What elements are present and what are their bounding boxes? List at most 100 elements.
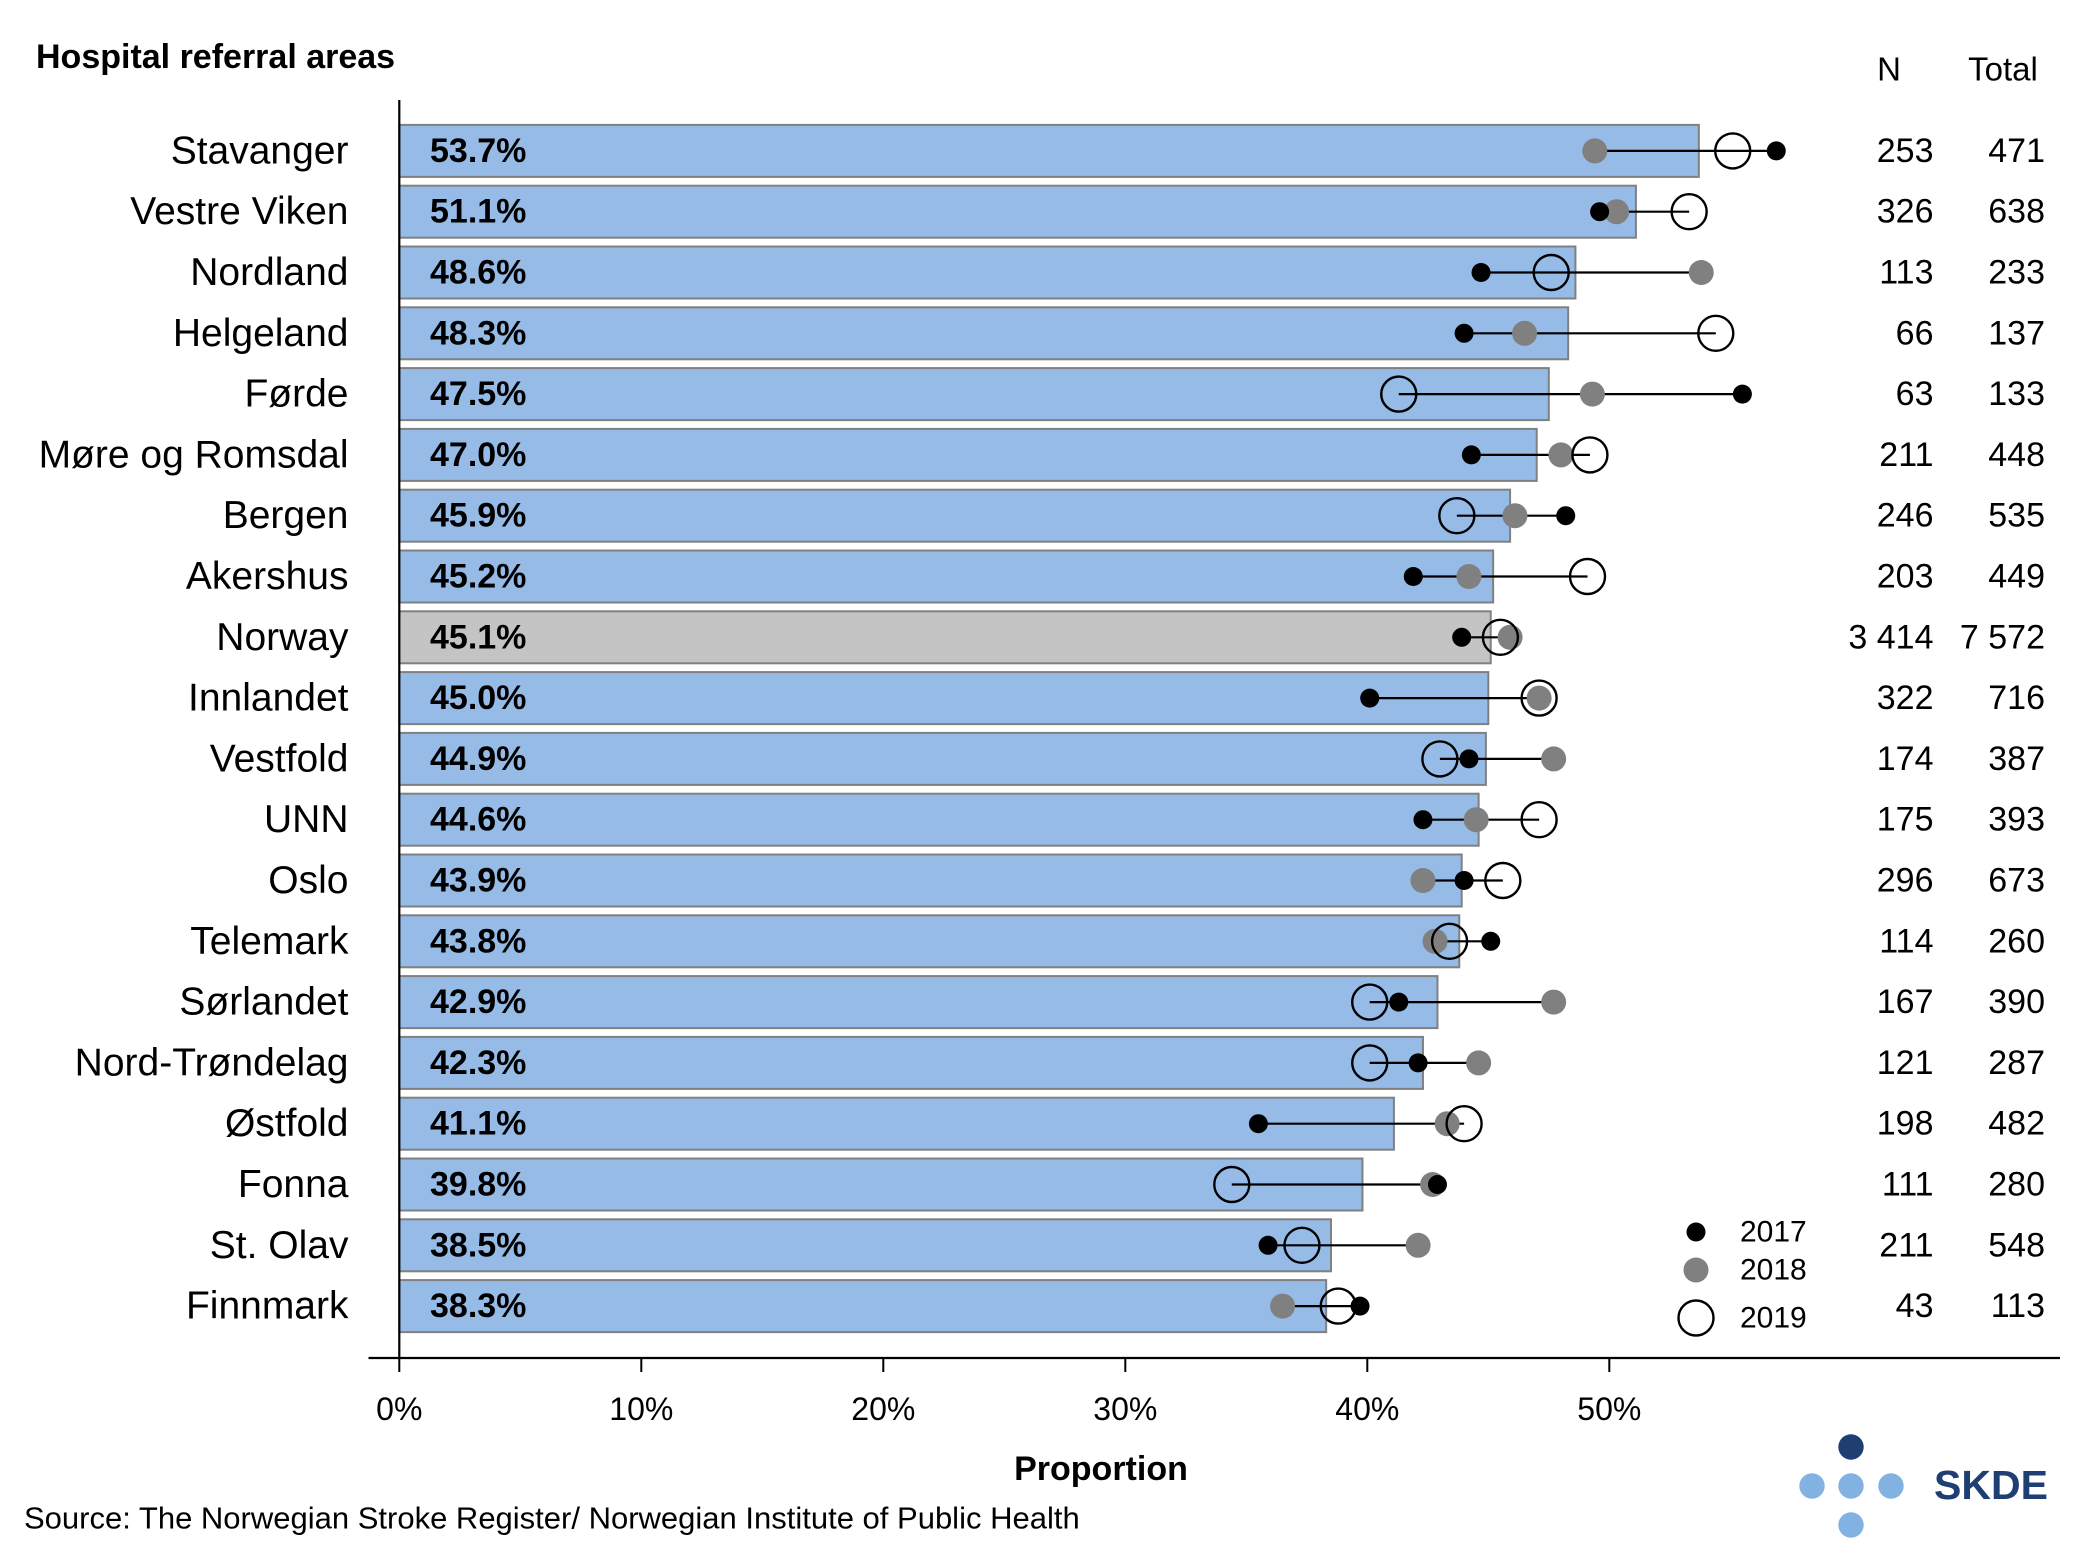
bar bbox=[398, 245, 1577, 300]
total-value: 137 bbox=[1988, 314, 2045, 352]
marker-2017 bbox=[1454, 871, 1474, 890]
n-value: 211 bbox=[1879, 1226, 1933, 1264]
value-label: 48.3% bbox=[430, 314, 526, 352]
category-label: UNN bbox=[264, 798, 349, 841]
marker-2018 bbox=[1582, 138, 1608, 164]
total-value: 287 bbox=[1988, 1044, 2045, 1082]
marker-2017 bbox=[1403, 567, 1423, 586]
total-value: 280 bbox=[1988, 1166, 2045, 1204]
bar bbox=[398, 975, 1439, 1030]
marker-2017 bbox=[1454, 323, 1474, 343]
marker-2018 bbox=[1604, 199, 1630, 225]
value-label: 48.6% bbox=[430, 254, 526, 292]
total-value: 113 bbox=[1991, 1287, 2045, 1325]
legend-label-2018: 2018 bbox=[1740, 1254, 1807, 1287]
total-value: 393 bbox=[1988, 801, 2045, 839]
legend-label-2019: 2019 bbox=[1740, 1302, 1807, 1335]
x-tick-label: 0% bbox=[376, 1391, 422, 1427]
marker-2017 bbox=[1408, 1053, 1428, 1073]
x-tick-label: 40% bbox=[1335, 1391, 1399, 1427]
marker-2019 bbox=[1438, 497, 1476, 535]
category-label: Telemark bbox=[190, 920, 349, 963]
n-value: 111 bbox=[1882, 1166, 1934, 1204]
category-label: Innlandet bbox=[188, 677, 349, 720]
category-label: Bergen bbox=[223, 494, 349, 537]
marker-2018 bbox=[1541, 989, 1567, 1015]
source-note: Source: The Norwegian Stroke Register/ N… bbox=[24, 1501, 1080, 1536]
marker-2017 bbox=[1590, 202, 1610, 222]
n-value: 253 bbox=[1877, 132, 1934, 170]
legend-marker-2019 bbox=[1677, 1299, 1715, 1337]
marker-2018 bbox=[1410, 868, 1436, 893]
n-value: 121 bbox=[1877, 1044, 1934, 1082]
x-tick-label: 10% bbox=[609, 1391, 673, 1427]
total-value: 548 bbox=[1988, 1226, 2045, 1264]
category-label: St. Olav bbox=[210, 1224, 349, 1267]
category-label: Møre og Romsdal bbox=[39, 433, 349, 476]
marker-2019 bbox=[1484, 861, 1522, 900]
marker-2019 bbox=[1520, 801, 1558, 839]
marker-2019 bbox=[1213, 1165, 1251, 1204]
marker-2018 bbox=[1466, 1050, 1492, 1076]
marker-2018 bbox=[1526, 685, 1552, 711]
logo-dot-top bbox=[1838, 1434, 1864, 1460]
marker-2019 bbox=[1380, 375, 1418, 413]
legend: 2017 2018 2019 bbox=[1677, 1216, 1807, 1337]
bar bbox=[398, 853, 1463, 908]
column-header-n: N bbox=[1877, 51, 1901, 88]
value-label: 45.2% bbox=[430, 558, 526, 596]
n-value: 114 bbox=[1879, 922, 1933, 960]
x-tick-label: 50% bbox=[1577, 1391, 1641, 1427]
marker-2018 bbox=[1688, 260, 1714, 285]
category-label: Finnmark bbox=[186, 1285, 349, 1328]
marker-2019 bbox=[1445, 1104, 1483, 1143]
bar bbox=[398, 1157, 1364, 1212]
bar bbox=[398, 1035, 1424, 1090]
marker-2018 bbox=[1579, 381, 1605, 407]
category-label: Helgeland bbox=[173, 312, 349, 355]
marker-2019 bbox=[1532, 253, 1570, 292]
marker-2019 bbox=[1697, 314, 1735, 352]
total-value: 673 bbox=[1988, 862, 2045, 900]
chart-title: Hospital referral areas bbox=[36, 38, 395, 76]
category-label: Sørlandet bbox=[179, 981, 348, 1024]
marker-2019 bbox=[1283, 1226, 1321, 1265]
legend-marker-2018 bbox=[1683, 1257, 1709, 1283]
marker-2019 bbox=[1520, 679, 1558, 717]
category-label: Østfold bbox=[225, 1102, 349, 1145]
n-value: 63 bbox=[1896, 375, 1934, 413]
category-label: Akershus bbox=[186, 555, 349, 598]
logo-dot-center bbox=[1838, 1473, 1864, 1499]
total-value: 471 bbox=[1988, 132, 2045, 170]
n-value: 43 bbox=[1896, 1287, 1934, 1325]
n-value: 175 bbox=[1877, 801, 1934, 839]
value-label: 51.1% bbox=[430, 193, 526, 231]
marker-2019 bbox=[1714, 132, 1752, 170]
total-value: 133 bbox=[1988, 375, 2045, 413]
bar bbox=[398, 914, 1461, 969]
n-value: 322 bbox=[1877, 679, 1934, 717]
value-label: 43.9% bbox=[430, 862, 526, 900]
category-label: Nordland bbox=[190, 251, 348, 294]
total-value: 387 bbox=[1988, 740, 2045, 778]
total-value: 260 bbox=[1988, 922, 2045, 960]
n-value: 246 bbox=[1877, 497, 1934, 535]
value-label: 38.5% bbox=[430, 1226, 526, 1264]
bar bbox=[398, 123, 1700, 178]
value-label: 45.0% bbox=[430, 679, 526, 717]
marker-2017 bbox=[1360, 688, 1380, 708]
bar bbox=[398, 488, 1512, 543]
marker-2019 bbox=[1351, 1044, 1389, 1082]
logo-dot-bottom bbox=[1838, 1512, 1864, 1538]
value-label: 44.6% bbox=[430, 801, 526, 839]
marker-2019 bbox=[1319, 1287, 1357, 1325]
total-value: 482 bbox=[1988, 1105, 2045, 1143]
marker-2018 bbox=[1548, 442, 1574, 468]
total-value: 448 bbox=[1988, 436, 2045, 474]
marker-group bbox=[1213, 132, 1786, 1325]
bar bbox=[398, 1218, 1332, 1273]
bar bbox=[398, 671, 1490, 726]
bar-highlight bbox=[398, 610, 1492, 665]
bar bbox=[398, 306, 1570, 361]
value-label: 47.5% bbox=[430, 375, 526, 413]
